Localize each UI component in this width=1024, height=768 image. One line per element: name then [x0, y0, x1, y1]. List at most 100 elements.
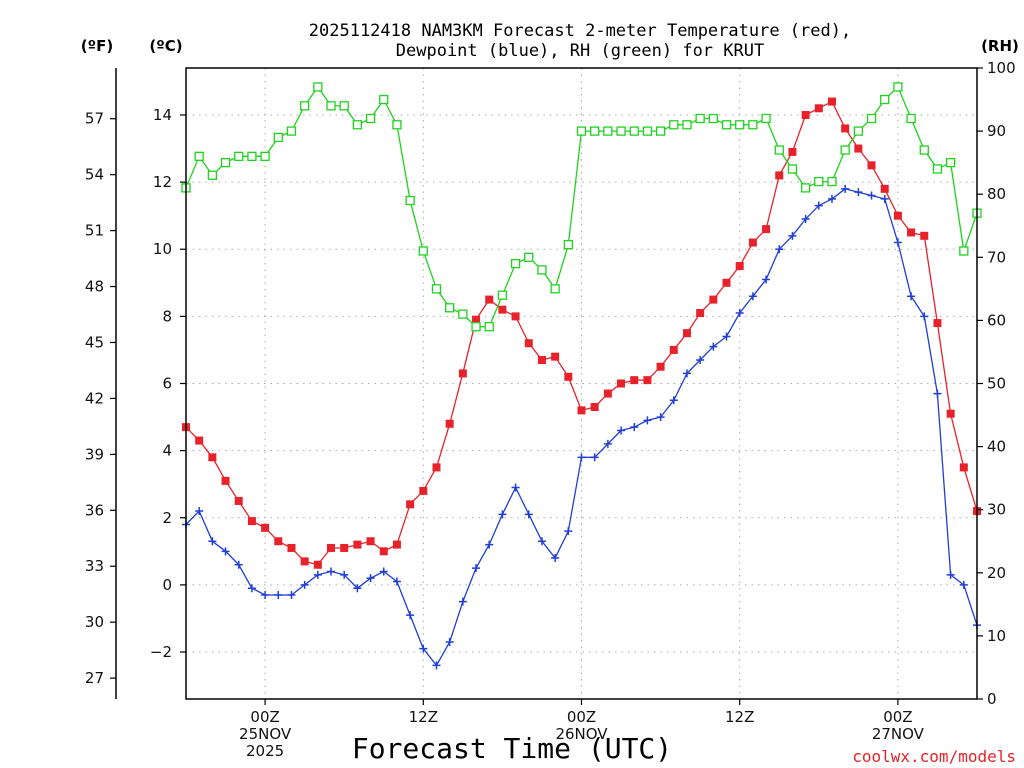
temperature-point	[432, 463, 441, 472]
x-tick-label: 27NOV	[872, 725, 925, 743]
relative-humidity-point	[590, 126, 600, 136]
temperature-point	[735, 262, 744, 271]
relative-humidity-point	[431, 284, 442, 294]
dewpoint-point	[247, 584, 256, 593]
dewpoint-point	[907, 292, 916, 301]
dewpoint-point	[537, 537, 546, 546]
relative-humidity-point	[655, 126, 666, 136]
temperature-point	[524, 339, 533, 348]
dewpoint-point	[366, 574, 375, 583]
relative-humidity-point	[339, 101, 349, 111]
relative-humidity-point	[932, 164, 943, 174]
dewpoint-point	[696, 356, 705, 365]
x-tick-label: 25NOV	[239, 725, 292, 743]
relative-humidity-point	[537, 265, 547, 275]
temperature-point	[682, 329, 691, 338]
temperature-point	[327, 543, 336, 552]
celsius-unit-label: (ºC)	[149, 37, 182, 55]
dewpoint-point	[564, 527, 573, 536]
temperature-point	[287, 543, 296, 552]
dewpoint-point	[682, 369, 691, 378]
dewpoint-point	[379, 567, 388, 576]
dewpoint-point	[261, 590, 270, 599]
temperature-point	[340, 543, 349, 552]
relative-humidity-point	[458, 309, 468, 319]
relative-humidity-point	[866, 113, 877, 124]
dewpoint-point	[590, 453, 599, 462]
dewpoint-point	[195, 507, 204, 516]
dewpoint-point	[669, 396, 678, 405]
x-tick-label: 00Z	[250, 708, 279, 726]
temperature-point	[458, 369, 467, 378]
fahrenheit-tick-label: 33	[85, 557, 104, 575]
temperature-point	[472, 315, 481, 324]
dewpoint-point	[814, 201, 823, 210]
dewpoint-point	[524, 510, 533, 519]
temperature-point	[867, 161, 876, 170]
relative-humidity-point	[695, 113, 705, 124]
celsius-tick-label: 8	[162, 307, 172, 325]
frame-layer	[185, 67, 978, 700]
relative-humidity-point	[260, 151, 270, 161]
relative-humidity-line	[185, 85, 978, 328]
fahrenheit-tick-label: 27	[85, 669, 104, 687]
fahrenheit-tick-label: 57	[85, 110, 104, 128]
temperature-line	[185, 100, 978, 566]
temperature-point	[392, 540, 401, 549]
dewpoint-point	[485, 540, 494, 549]
temperature-point	[696, 309, 705, 318]
relative-humidity-point	[893, 82, 903, 92]
relative-humidity-point	[418, 246, 428, 256]
dewpoint-point	[472, 564, 481, 573]
celsius-tick-label: 12	[153, 173, 172, 191]
dewpoint-point	[445, 637, 454, 646]
x-tick-label: 2025	[246, 742, 284, 760]
x-axis-title: Forecast Time (UTC)	[352, 732, 672, 765]
relative-humidity-point	[352, 120, 363, 130]
temperature-point	[300, 557, 309, 566]
dewpoint-point	[643, 416, 652, 425]
temperature-point	[247, 517, 256, 526]
grid-layer	[186, 68, 977, 699]
rh-tick-label: 30	[987, 501, 1006, 519]
celsius-tick-label: 6	[162, 375, 172, 393]
relative-humidity-point	[919, 145, 929, 155]
dewpoint-point	[392, 577, 401, 586]
temperature-point	[485, 295, 494, 304]
dewpoint-point	[617, 426, 626, 435]
relative-humidity-point	[524, 252, 534, 262]
dewpoint-point	[959, 580, 968, 589]
temperature-point	[630, 376, 639, 385]
dewpoint-point	[630, 423, 639, 432]
fahrenheit-tick-label: 48	[85, 278, 104, 296]
relative-humidity-point	[880, 94, 890, 105]
relative-humidity-point	[603, 126, 613, 136]
fahrenheit-tick-label: 54	[85, 166, 104, 184]
x-tick-label: 00Z	[883, 708, 912, 726]
dewpoint-point	[300, 580, 309, 589]
temperature-point	[603, 389, 612, 398]
relative-humidity-point	[392, 120, 402, 130]
dewpoint-point	[656, 413, 665, 422]
rh-unit-label: (RH)	[981, 37, 1019, 55]
source-credit: coolwx.com/models	[852, 747, 1016, 766]
relative-humidity-point	[365, 113, 376, 124]
chart-title-line-2: Dewpoint (blue), RH (green) for KRUT	[396, 41, 764, 61]
dewpoint-point	[920, 312, 929, 321]
relative-humidity-point	[735, 120, 745, 130]
celsius-tick-label: −2	[150, 643, 172, 661]
dewpoint-point	[801, 215, 810, 224]
dewpoint-point	[406, 611, 415, 620]
celsius-tick-label: 14	[153, 106, 172, 124]
rh-tick-label: 20	[987, 564, 1006, 582]
relative-humidity-point	[761, 113, 771, 124]
temperature-point	[814, 104, 823, 113]
temperature-point	[722, 278, 731, 287]
relative-humidity-point	[827, 176, 837, 187]
chart-title-line-1: 2025112418 NAM3KM Forecast 2-meter Tempe…	[309, 21, 851, 41]
relative-humidity-point	[853, 126, 863, 136]
temperature-point	[537, 356, 546, 365]
dewpoint-point	[709, 342, 718, 351]
relative-humidity-point	[774, 145, 784, 155]
relative-humidity-point	[800, 183, 811, 193]
